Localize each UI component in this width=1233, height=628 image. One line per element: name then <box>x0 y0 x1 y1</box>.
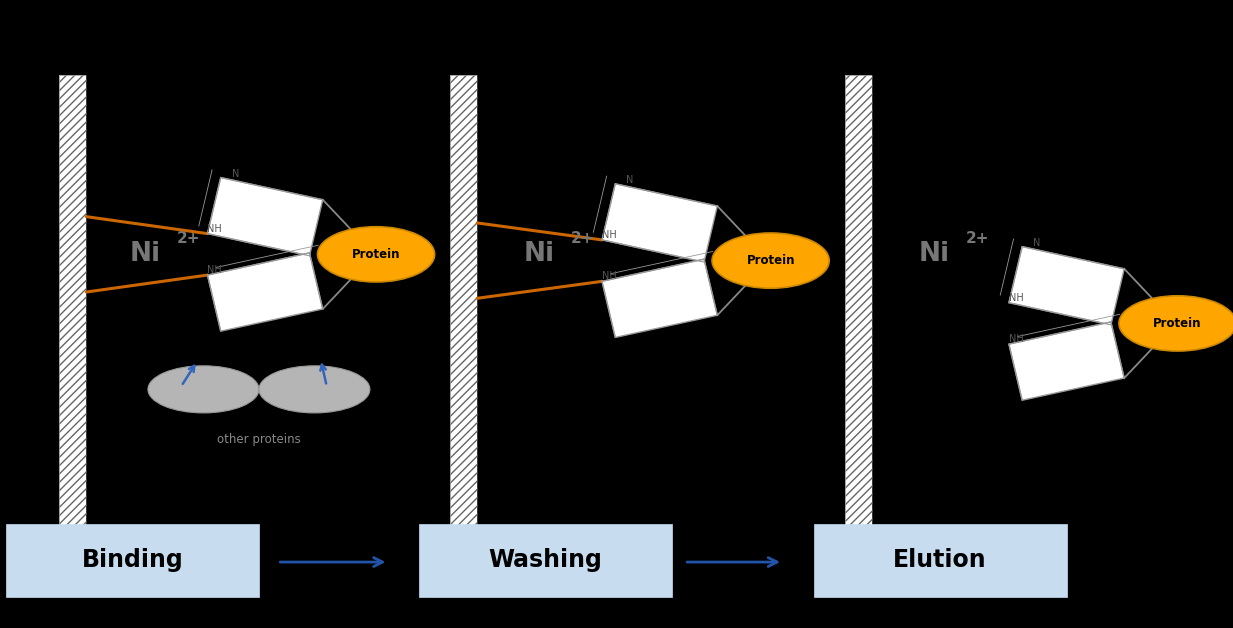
FancyBboxPatch shape <box>814 524 1067 597</box>
Polygon shape <box>602 184 718 262</box>
Bar <box>59 75 86 553</box>
Text: Washing: Washing <box>488 548 603 573</box>
Text: Binding: Binding <box>81 548 184 573</box>
Text: N: N <box>1033 238 1041 248</box>
Bar <box>450 75 477 553</box>
Ellipse shape <box>713 233 829 288</box>
Text: 2+: 2+ <box>571 231 594 246</box>
Text: N: N <box>626 175 634 185</box>
FancyBboxPatch shape <box>419 524 672 597</box>
Text: 2+: 2+ <box>965 231 989 246</box>
Text: 2+: 2+ <box>176 231 200 246</box>
Text: Ni: Ni <box>919 241 949 268</box>
Polygon shape <box>207 178 323 256</box>
Bar <box>845 75 872 553</box>
Text: N: N <box>321 244 328 254</box>
Text: Elution: Elution <box>894 548 986 573</box>
Bar <box>450 75 477 553</box>
Ellipse shape <box>148 365 259 413</box>
Text: Ni: Ni <box>524 241 555 268</box>
Text: N: N <box>1122 313 1129 323</box>
Bar <box>845 75 872 553</box>
Text: NH: NH <box>602 230 616 240</box>
Text: NH: NH <box>1009 293 1023 303</box>
Text: NH: NH <box>602 271 616 281</box>
Ellipse shape <box>259 365 370 413</box>
FancyBboxPatch shape <box>6 524 259 597</box>
Text: NH: NH <box>207 224 222 234</box>
Polygon shape <box>602 259 718 337</box>
Text: Protein: Protein <box>1153 317 1202 330</box>
Text: Protein: Protein <box>351 248 401 261</box>
Text: Protein: Protein <box>746 254 795 267</box>
Text: N: N <box>232 169 239 179</box>
Ellipse shape <box>1118 296 1233 351</box>
Text: NH: NH <box>1009 334 1023 344</box>
Text: N: N <box>715 251 723 261</box>
Polygon shape <box>1009 322 1124 400</box>
Bar <box>59 75 86 553</box>
Ellipse shape <box>318 227 434 282</box>
Text: NH: NH <box>207 265 222 275</box>
Text: Ni: Ni <box>129 241 160 268</box>
Polygon shape <box>207 253 323 331</box>
Text: other proteins: other proteins <box>217 433 301 446</box>
Polygon shape <box>1009 247 1124 325</box>
